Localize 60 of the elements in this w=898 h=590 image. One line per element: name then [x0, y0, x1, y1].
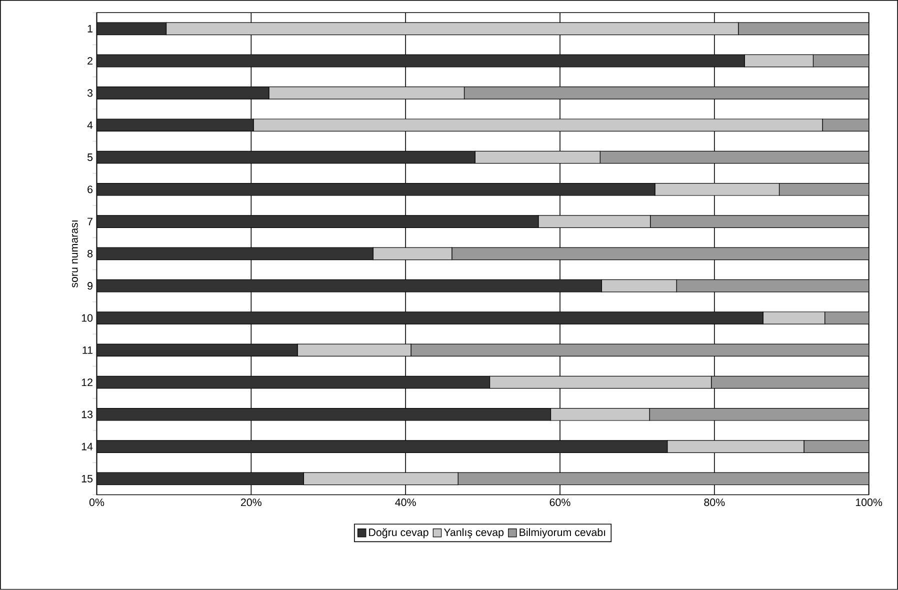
y-tick-label: 9 — [88, 282, 92, 290]
bar — [676, 280, 869, 292]
y-tick-label: 14 — [82, 442, 93, 450]
bar — [474, 150, 600, 164]
bar — [96, 376, 490, 389]
bar — [738, 22, 869, 36]
y-tick-label: 2 — [88, 57, 92, 65]
x-tick-label: 20% — [241, 498, 262, 506]
y-axis-title: soru numarası — [72, 220, 78, 288]
legend-label: Bilmiyorum cevabı — [520, 528, 606, 538]
bar — [96, 54, 745, 68]
bar — [649, 408, 869, 421]
y-tick-label: 12 — [82, 378, 92, 386]
bar — [550, 408, 650, 421]
bar — [96, 150, 476, 164]
bar — [778, 183, 869, 196]
y-tick-label: 4 — [87, 122, 93, 129]
bar — [464, 86, 869, 100]
y-tick-label: 11 — [82, 346, 92, 354]
bar — [538, 215, 651, 228]
bar — [96, 440, 668, 454]
bar — [600, 150, 869, 164]
bar — [96, 472, 304, 486]
x-tick-label: 80% — [704, 498, 725, 506]
bar — [452, 247, 869, 260]
bar — [601, 280, 677, 292]
bar — [96, 22, 167, 36]
bar — [822, 118, 869, 132]
bar — [96, 344, 298, 357]
y-tick-label: 10 — [82, 314, 93, 322]
x-tick-label: 60% — [550, 498, 570, 506]
bar — [96, 215, 539, 228]
y-tick-label: 6 — [88, 186, 93, 194]
bar — [96, 280, 602, 292]
bar — [410, 344, 869, 357]
y-tick-label: 5 — [87, 154, 93, 162]
x-tick-label: 40% — [395, 498, 416, 506]
bar — [96, 312, 764, 324]
bar — [711, 376, 869, 389]
bar — [96, 86, 270, 100]
bar — [812, 54, 869, 68]
legend-label: Yanlış cevap — [444, 528, 504, 538]
bar — [96, 118, 254, 132]
bar — [96, 247, 374, 260]
y-tick-label: 13 — [82, 410, 93, 418]
y-tick-label: 8 — [88, 250, 93, 258]
x-tick-label: 100% — [856, 498, 882, 506]
y-tick-label: 1 — [88, 25, 92, 32]
bar — [96, 183, 656, 196]
bar — [804, 440, 869, 454]
bar — [96, 408, 552, 421]
bar — [824, 312, 869, 324]
bar — [458, 472, 869, 486]
legend-label: Doğru cevap — [369, 528, 428, 538]
y-tick-label: 3 — [87, 89, 93, 97]
bar — [489, 376, 712, 389]
x-tick-label: 0% — [89, 498, 104, 506]
bar — [650, 215, 869, 228]
y-tick-label: 7 — [88, 218, 92, 226]
y-tick-label: 15 — [82, 475, 93, 483]
